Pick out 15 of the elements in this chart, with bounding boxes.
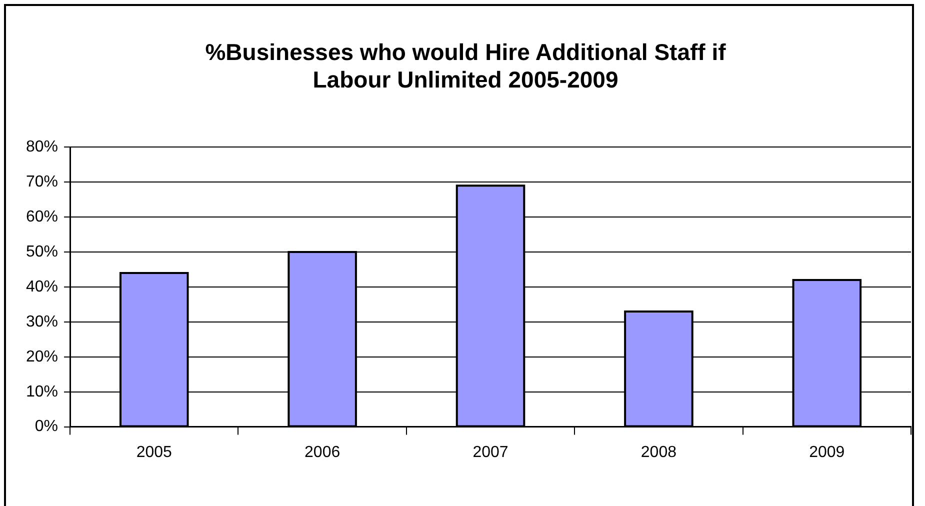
x-tick-label: 2007 — [472, 444, 508, 461]
y-tick-label: 0% — [34, 418, 58, 436]
y-tick-label: 80% — [26, 138, 58, 156]
x-tick-label: 2009 — [809, 444, 845, 461]
y-tick-label: 70% — [26, 174, 58, 191]
x-tick-label: 2005 — [136, 444, 172, 461]
y-tick-label: 30% — [26, 313, 58, 330]
y-tick-label: 40% — [26, 278, 58, 296]
y-tick-label: 10% — [26, 383, 58, 400]
y-tick-label: 50% — [26, 243, 58, 260]
x-tick-label: 2006 — [304, 444, 340, 461]
x-tick-label: 2008 — [640, 444, 677, 461]
y-tick-label: 60% — [26, 208, 58, 226]
y-tick-label: 20% — [26, 348, 58, 366]
chart-title: %Businesses who would Hire Additional Staff if Labour Unlimited 2005-2009 — [205, 39, 726, 93]
